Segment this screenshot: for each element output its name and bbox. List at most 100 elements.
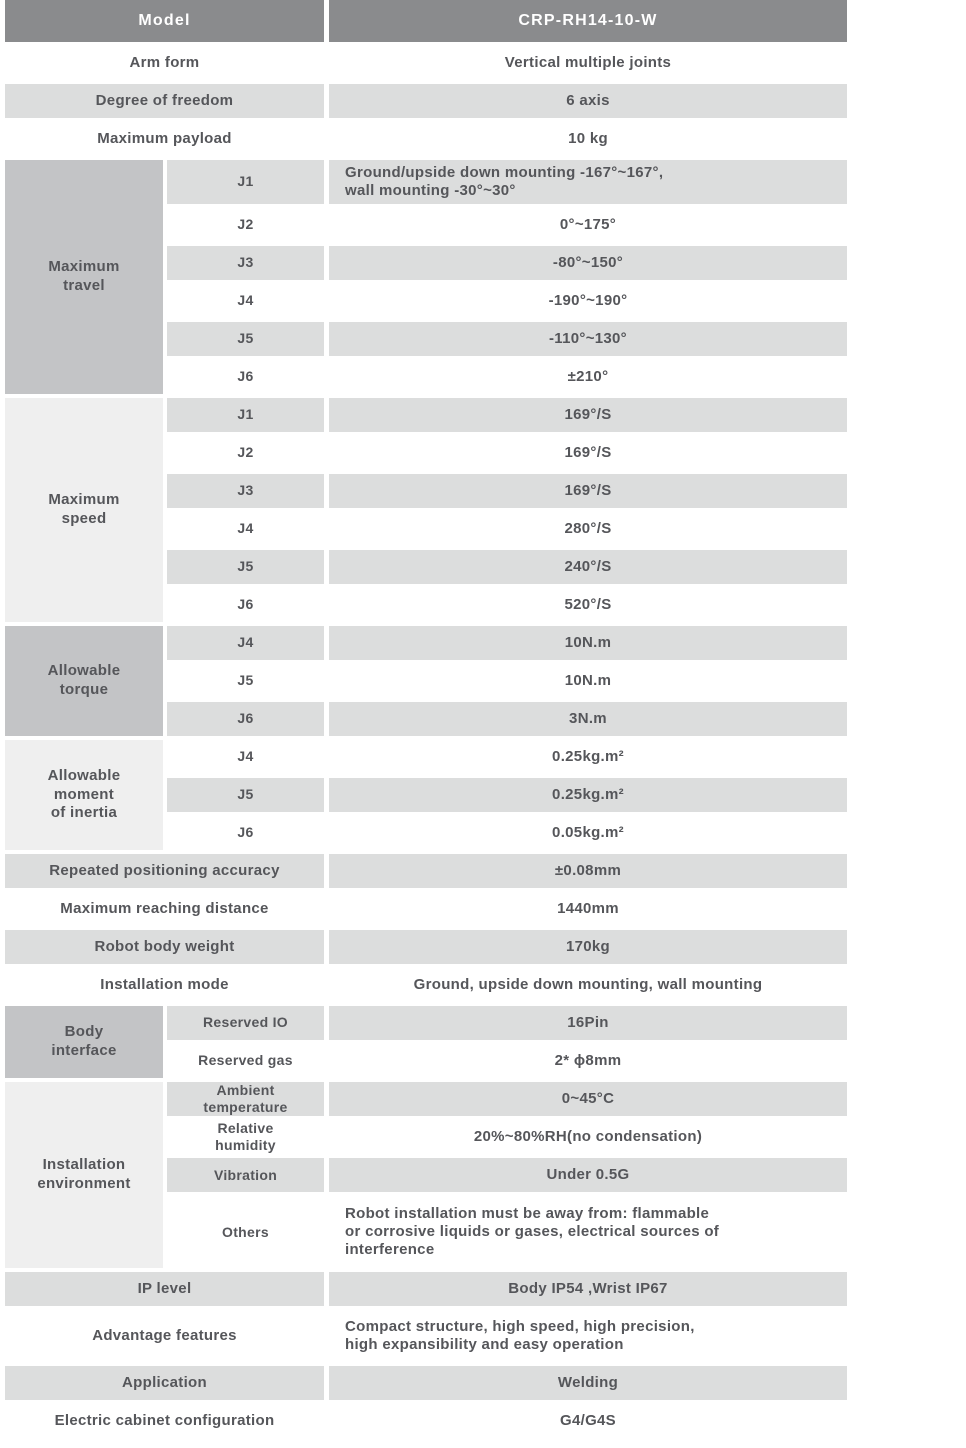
row-value: Compact structure, high speed, high prec… xyxy=(329,1310,847,1363)
row-robot-body-weight: Robot body weight 170kg xyxy=(5,930,847,964)
row-value: 10N.m xyxy=(329,626,847,660)
row-maximum-speed-j4: J4 280°/S xyxy=(167,512,847,546)
row-allowable-moment-of-inertia-j4: J4 0.25kg.m² xyxy=(167,740,847,774)
row-value: 280°/S xyxy=(329,512,847,546)
row-electric-cabinet-configuration: Electric cabinet configuration G4/G4S xyxy=(5,1404,847,1439)
row-body-interface-reserved-gas: Reserved gas 2* ϕ8mm xyxy=(167,1044,847,1078)
row-allowable-moment-of-inertia-j5: J5 0.25kg.m² xyxy=(167,778,847,812)
row-maximum-travel-j6: J6 ±210° xyxy=(167,360,847,394)
sub-label: J4 xyxy=(167,740,324,774)
row-value: Body IP54 ,Wrist IP67 xyxy=(329,1272,847,1307)
row-maximum-payload: Maximum payload 10 kg xyxy=(5,122,847,156)
row-value: 240°/S xyxy=(329,550,847,584)
sub-label: Vibration xyxy=(167,1158,324,1193)
row-value: 0.05kg.m² xyxy=(329,816,847,850)
row-label: Robot body weight xyxy=(5,930,324,964)
row-maximum-reaching-distance: Maximum reaching distance 1440mm xyxy=(5,892,847,926)
row-label: IP level xyxy=(5,1272,324,1307)
row-value: Ground/upside down mounting -167°~167°, … xyxy=(329,160,847,204)
group-label: Body interface xyxy=(5,1006,163,1078)
sub-label: J5 xyxy=(167,664,324,698)
row-value: 0.25kg.m² xyxy=(329,778,847,812)
row-ip-level: IP level Body IP54 ,Wrist IP67 xyxy=(5,1272,847,1307)
row-repeated-positioning-accuracy: Repeated positioning accuracy ±0.08mm xyxy=(5,854,847,888)
row-label: Installation mode xyxy=(5,968,324,1002)
group-maximum-speed: Maximum speed J1 169°/S J2 169°/S J3 169°/S J4 2… xyxy=(5,398,847,622)
spec-table: Model CRP-RH14-10-W Arm form Vertical mul… xyxy=(5,0,847,1439)
row-value: 10N.m xyxy=(329,664,847,698)
row-installation-environment-vibration: Vibration Under 0.5G xyxy=(167,1158,847,1193)
group-rows: J1 Ground/upside down mounting -167°~167°… xyxy=(167,160,847,394)
group-label: Maximum travel xyxy=(5,160,163,394)
group-rows: Reserved IO 16Pin Reserved gas 2* ϕ8mm xyxy=(167,1006,847,1078)
sub-label: J5 xyxy=(167,778,324,812)
row-label: Degree of freedom xyxy=(5,84,324,118)
row-degree-of-freedom: Degree of freedom 6 axis xyxy=(5,84,847,118)
sub-label: J1 xyxy=(167,160,324,204)
sub-label: J2 xyxy=(167,208,324,242)
sub-label: Others xyxy=(167,1196,324,1269)
row-application: Application Welding xyxy=(5,1366,847,1401)
row-advantage-features: Advantage features Compact structure, hig… xyxy=(5,1310,847,1363)
row-installation-mode: Installation mode Ground, upside down mou… xyxy=(5,968,847,1002)
table-body: Arm form Vertical multiple joints Degree o… xyxy=(5,46,847,1439)
row-label: Maximum reaching distance xyxy=(5,892,324,926)
row-value: 10 kg xyxy=(329,122,847,156)
row-maximum-travel-j5: J5 -110°~130° xyxy=(167,322,847,356)
row-installation-environment-ambient-temperature: Ambient temperature 0~45°C xyxy=(167,1082,847,1117)
sub-label: J6 xyxy=(167,702,324,736)
row-label: Advantage features xyxy=(5,1310,324,1363)
row-label: Arm form xyxy=(5,46,324,80)
row-value: 1440mm xyxy=(329,892,847,926)
row-installation-environment-others: Others Robot installation must be away fr… xyxy=(167,1196,847,1269)
row-value: 170kg xyxy=(329,930,847,964)
row-body-interface-reserved-io: Reserved IO 16Pin xyxy=(167,1006,847,1040)
group-label: Allowable torque xyxy=(5,626,163,736)
group-rows: J1 169°/S J2 169°/S J3 169°/S J4 280°/S J5 240°/S… xyxy=(167,398,847,622)
row-value: Robot installation must be away from: fl… xyxy=(329,1196,847,1269)
group-allowable-torque: Allowable torque J4 10N.m J5 10N.m J6 3N.m xyxy=(5,626,847,736)
row-value: -190°~190° xyxy=(329,284,847,318)
row-value: 0°~175° xyxy=(329,208,847,242)
row-label: Electric cabinet configuration xyxy=(5,1404,324,1439)
sub-label: J5 xyxy=(167,322,324,356)
row-allowable-torque-j5: J5 10N.m xyxy=(167,664,847,698)
sub-label: J4 xyxy=(167,284,324,318)
row-value: G4/G4S xyxy=(329,1404,847,1439)
group-rows: Ambient temperature 0~45°C Relative humidi… xyxy=(167,1082,847,1269)
row-allowable-torque-j6: J6 3N.m xyxy=(167,702,847,736)
row-maximum-speed-j3: J3 169°/S xyxy=(167,474,847,508)
row-value: 3N.m xyxy=(329,702,847,736)
sub-label: J4 xyxy=(167,512,324,546)
row-value: Ground, upside down mounting, wall mount… xyxy=(329,968,847,1002)
row-maximum-speed-j6: J6 520°/S xyxy=(167,588,847,622)
row-value: -80°~150° xyxy=(329,246,847,280)
row-arm-form: Arm form Vertical multiple joints xyxy=(5,46,847,80)
sub-label: J5 xyxy=(167,550,324,584)
group-label: Allowable moment of inertia xyxy=(5,740,163,850)
row-value: 20%~80%RH(no condensation) xyxy=(329,1120,847,1155)
row-value: 0~45°C xyxy=(329,1082,847,1117)
header-model-value: CRP-RH14-10-W xyxy=(329,0,847,42)
group-maximum-travel: Maximum travel J1 Ground/upside down mount… xyxy=(5,160,847,394)
row-value: -110°~130° xyxy=(329,322,847,356)
row-maximum-travel-j3: J3 -80°~150° xyxy=(167,246,847,280)
table-header-row: Model CRP-RH14-10-W xyxy=(5,0,847,42)
row-value: 16Pin xyxy=(329,1006,847,1040)
row-allowable-moment-of-inertia-j6: J6 0.05kg.m² xyxy=(167,816,847,850)
group-rows: J4 0.25kg.m² J5 0.25kg.m² J6 0.05kg.m² xyxy=(167,740,847,850)
group-allowable-moment-of-inertia: Allowable moment of inertia J4 0.25kg.m² J5… xyxy=(5,740,847,850)
sub-label: J6 xyxy=(167,588,324,622)
row-label: Repeated positioning accuracy xyxy=(5,854,324,888)
row-value: ±0.08mm xyxy=(329,854,847,888)
row-value: Welding xyxy=(329,1366,847,1401)
sub-label: Ambient temperature xyxy=(167,1082,324,1117)
row-value: 0.25kg.m² xyxy=(329,740,847,774)
row-installation-environment-relative-humidity: Relative humidity 20%~80%RH(no condensati… xyxy=(167,1120,847,1155)
row-maximum-speed-j5: J5 240°/S xyxy=(167,550,847,584)
row-value: 169°/S xyxy=(329,398,847,432)
sub-label: J6 xyxy=(167,360,324,394)
group-rows: J4 10N.m J5 10N.m J6 3N.m xyxy=(167,626,847,736)
sub-label: J4 xyxy=(167,626,324,660)
row-value: 169°/S xyxy=(329,474,847,508)
